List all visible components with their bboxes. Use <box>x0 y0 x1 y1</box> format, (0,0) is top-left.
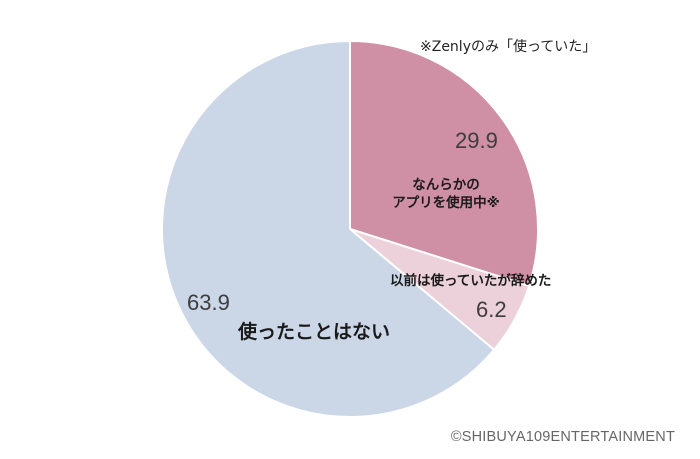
copyright-credit: ©SHIBUYA109ENTERTAINMENT <box>450 429 675 445</box>
pie-slices <box>161 40 539 418</box>
slice-label-quit: 以前は使っていたが辞めた <box>390 273 552 289</box>
slice-value-quit: 6.2 <box>476 297 507 322</box>
footnote-annotation: ※Zenlyのみ「使っていた」 <box>420 39 597 55</box>
slice-value-using-app: 29.9 <box>455 128 498 153</box>
slice-label-using-app: なんらかの アプリを使用中※ <box>371 176 521 212</box>
slice-never-used <box>161 40 496 418</box>
slice-using-app <box>349 40 539 287</box>
slice-label-using-app-line2: アプリを使用中※ <box>392 195 500 211</box>
slice-value-never-used: 63.9 <box>187 290 230 315</box>
slice-label-never-used: 使ったことはない <box>238 321 391 343</box>
slice-label-using-app-line1: なんらかの <box>412 177 480 193</box>
